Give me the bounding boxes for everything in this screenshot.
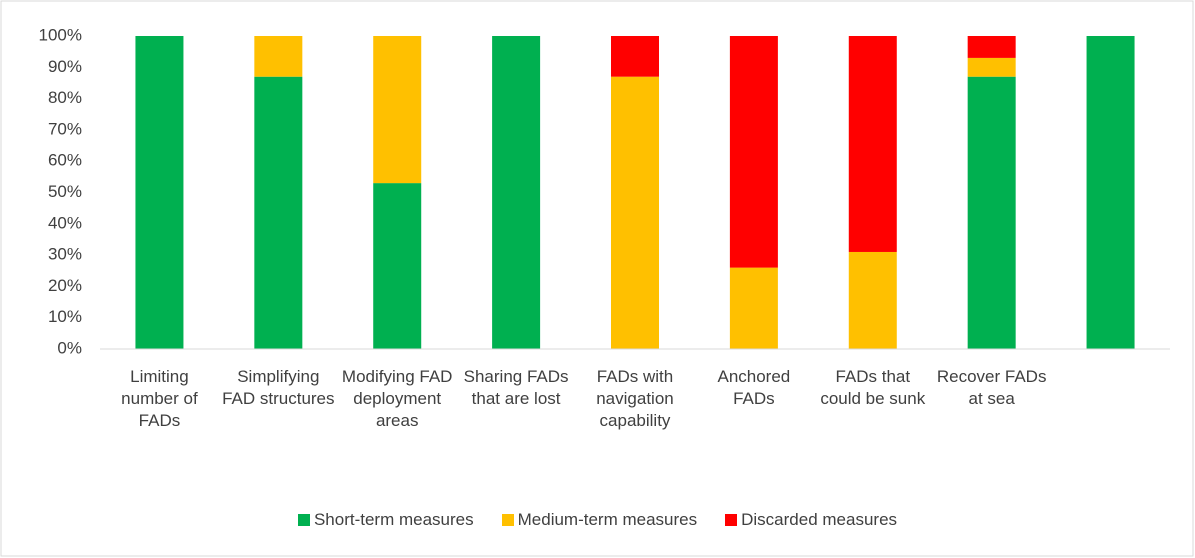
bar-segment bbox=[848, 251, 897, 349]
bar-segment bbox=[254, 36, 303, 77]
x-tick-label: Simplifying FAD structures bbox=[222, 367, 335, 408]
bar-segment bbox=[373, 183, 422, 349]
bar-segment bbox=[848, 36, 897, 252]
y-tick-label: 80% bbox=[48, 88, 82, 107]
y-tick-label: 0% bbox=[57, 338, 82, 357]
y-tick-label: 20% bbox=[48, 276, 82, 295]
bar-segment bbox=[373, 36, 422, 184]
x-tick-label: FADs with navigation capability bbox=[596, 367, 674, 430]
x-tick-label: Anchored FADs bbox=[717, 367, 791, 408]
bar-segment bbox=[492, 36, 541, 349]
legend-item: Short-term measures bbox=[297, 510, 474, 530]
legend-swatch bbox=[725, 514, 738, 526]
y-tick-label: 40% bbox=[48, 213, 82, 232]
legend-label: Medium-term measures bbox=[517, 510, 698, 529]
x-tick-label: Recover FADs at sea bbox=[936, 367, 1047, 408]
legend-label: Discarded measures bbox=[741, 510, 898, 529]
bar-segment bbox=[967, 57, 1016, 77]
legend-item: Medium-term measures bbox=[501, 510, 698, 530]
y-tick-label: 50% bbox=[48, 182, 82, 201]
bar-segment bbox=[254, 76, 303, 349]
x-tick-label: Sharing FADs that are lost bbox=[463, 367, 569, 408]
legend-swatch bbox=[297, 514, 310, 526]
legend-item: Discarded measures bbox=[725, 510, 897, 530]
bar-segment bbox=[611, 76, 659, 349]
bar-segment bbox=[967, 76, 1016, 349]
y-tick-label: 100% bbox=[39, 25, 82, 44]
x-tick-label: Modifying FAD deployment areas bbox=[341, 367, 453, 430]
y-tick-label: 10% bbox=[48, 307, 82, 326]
x-tick-label: Limiting number of FADs bbox=[121, 367, 198, 430]
bar-segment bbox=[1086, 36, 1135, 349]
y-tick-label: 30% bbox=[48, 245, 82, 264]
bar-segment bbox=[729, 36, 778, 268]
bar-segment bbox=[967, 36, 1016, 58]
legend-swatch bbox=[501, 514, 514, 526]
legend: Short-term measures Medium-term measures D… bbox=[0, 510, 1195, 530]
bar-segment bbox=[611, 36, 659, 77]
bar-segment bbox=[135, 36, 184, 349]
bar-segment bbox=[729, 267, 778, 349]
x-tick-label: FADs that could be sunk bbox=[820, 367, 926, 408]
legend-label: Short-term measures bbox=[313, 510, 474, 529]
y-tick-label: 70% bbox=[48, 119, 82, 138]
y-tick-label: 90% bbox=[48, 57, 82, 76]
y-tick-label: 60% bbox=[48, 151, 82, 170]
